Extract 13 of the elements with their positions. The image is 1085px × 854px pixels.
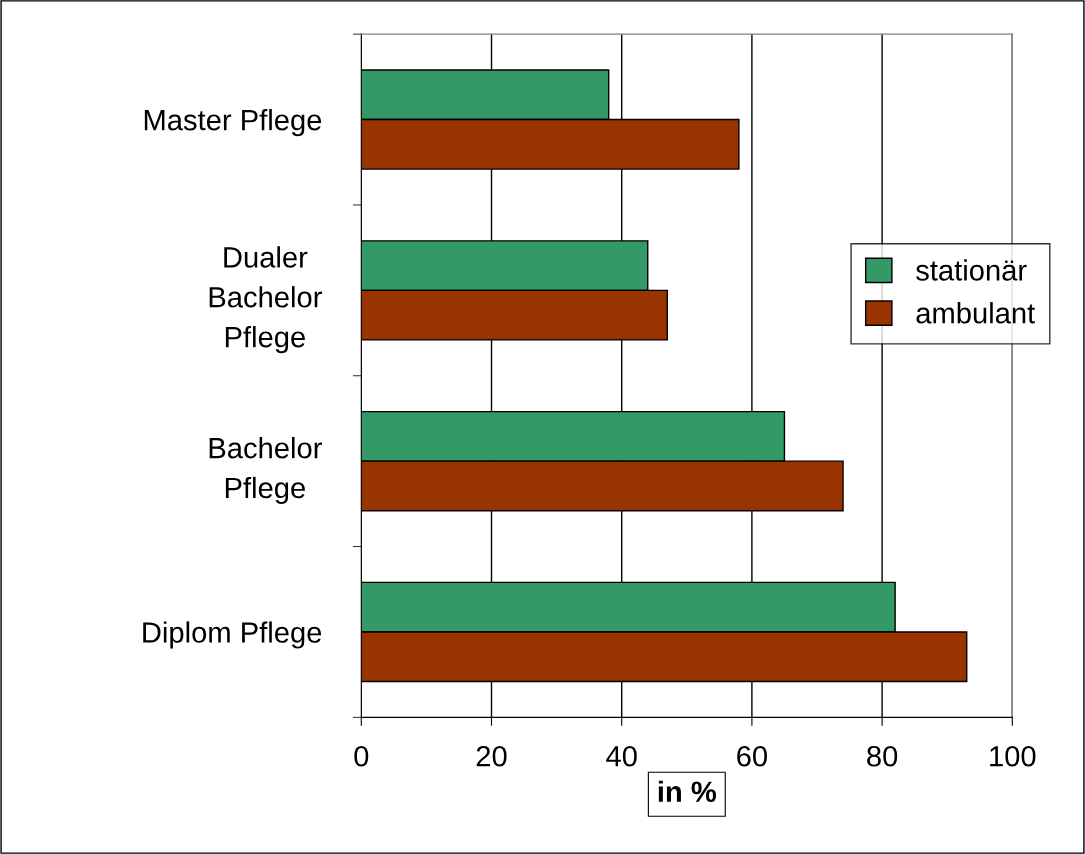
x-tick-label: 80 (867, 745, 898, 767)
y-tick-label: Dualer Bachelor Pflege (209, 246, 322, 354)
x-axis-title: in % (658, 780, 717, 803)
x-tick-label: 20 (476, 745, 507, 767)
y-tick-label: Master Pflege (144, 108, 322, 137)
x-tick-label: 40 (606, 745, 637, 767)
x-tick-label: 0 (354, 745, 369, 767)
x-tick-label: 100 (990, 745, 1036, 767)
y-tick-label: Bachelor Pflege (209, 437, 322, 505)
legend-label: ambulant (916, 302, 1036, 324)
y-tick-label: Diplom Pflege (143, 621, 322, 649)
x-tick-label: 60 (737, 745, 767, 767)
legend-label: stationär (916, 259, 1027, 281)
